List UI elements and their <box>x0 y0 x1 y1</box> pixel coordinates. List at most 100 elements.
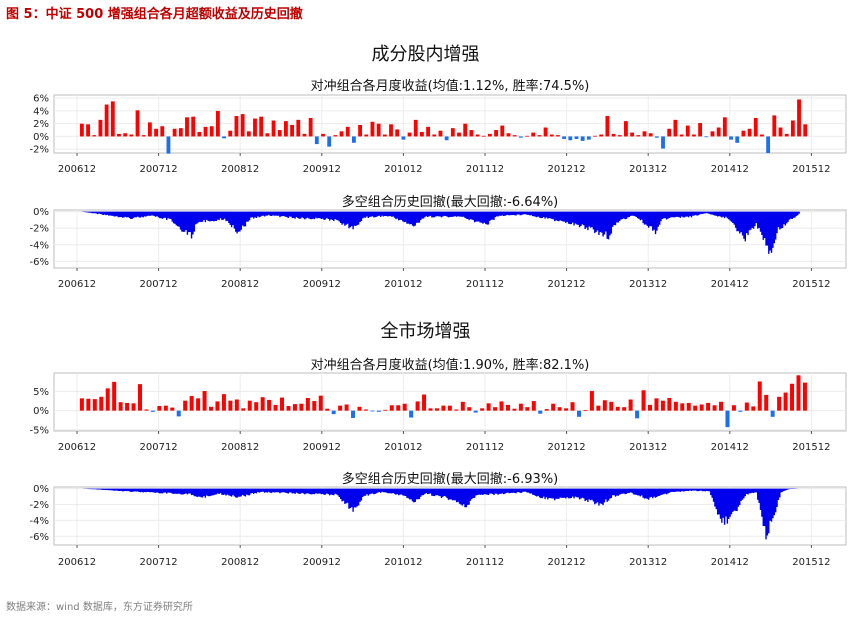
bar <box>692 134 696 137</box>
bar <box>215 110 220 137</box>
x-tick-label: 200712 <box>140 557 178 568</box>
x-tick-label: 200912 <box>303 279 341 290</box>
bar <box>512 408 517 411</box>
bar <box>751 406 756 411</box>
bar <box>312 401 317 411</box>
bar <box>382 134 387 137</box>
bar <box>135 110 140 137</box>
bar <box>426 126 431 137</box>
bar <box>673 401 678 411</box>
bar <box>667 128 672 137</box>
bar <box>772 115 777 137</box>
bar <box>292 404 297 411</box>
bar <box>641 390 646 411</box>
bar <box>271 120 276 137</box>
chart-2: 200612 200712 200812 200912 201012 201112 2012… <box>30 194 847 290</box>
x-tick-label: 200612 <box>58 279 96 290</box>
y-tick-label: 0% <box>33 132 49 143</box>
x-tick-label: 201412 <box>711 279 749 290</box>
bar <box>157 406 162 411</box>
x-tick-label: 200812 <box>221 442 259 453</box>
bar <box>602 400 607 411</box>
x-tick-label: 201312 <box>629 557 667 568</box>
y-tick-label: 0% <box>33 406 49 417</box>
bar <box>518 403 523 411</box>
bar <box>457 132 461 137</box>
bar <box>241 408 246 411</box>
bar <box>764 394 769 411</box>
x-tick-label: 201012 <box>384 279 422 290</box>
bar <box>525 135 529 137</box>
x-tick-label: 201212 <box>548 279 586 290</box>
bar <box>166 136 171 154</box>
bar <box>778 127 783 137</box>
bar <box>253 118 257 137</box>
chart-4: 200612 200712 200812 200912 201012 201112 2012… <box>30 471 847 568</box>
x-tick-label: 201212 <box>548 442 586 453</box>
bar <box>79 123 84 137</box>
bar <box>345 126 350 137</box>
bar <box>586 136 591 140</box>
bar <box>467 407 472 411</box>
bar <box>202 391 207 411</box>
chart-title: 多空组合历史回撤(最大回撤:-6.93%) <box>342 471 559 487</box>
bar <box>221 394 226 411</box>
bar <box>441 405 446 411</box>
bar <box>325 408 330 411</box>
bar <box>129 134 134 137</box>
bar <box>92 399 97 411</box>
y-tick-label: 5% <box>33 387 49 398</box>
x-tick-label: 201012 <box>384 164 422 175</box>
bar <box>305 397 310 411</box>
bar <box>376 123 381 137</box>
bar <box>538 410 543 414</box>
chart-title: 对冲组合各月度收益(均值:1.12%, 胜率:74.5%) <box>311 78 590 94</box>
bar <box>729 136 733 140</box>
bar <box>685 125 690 137</box>
bar <box>428 408 433 411</box>
bar <box>331 410 336 415</box>
bar <box>228 130 233 137</box>
bar <box>576 410 581 417</box>
x-tick-label: 201412 <box>711 442 749 453</box>
bar <box>753 117 758 137</box>
bar <box>118 402 123 411</box>
bar <box>327 136 332 147</box>
bar <box>454 409 459 411</box>
y-tick-label: -2% <box>30 145 49 156</box>
bar <box>486 403 491 411</box>
bar <box>661 136 665 149</box>
x-tick-label: 201512 <box>792 557 830 568</box>
bar <box>596 405 601 411</box>
bar <box>725 410 730 428</box>
x-tick-label: 201112 <box>466 279 504 290</box>
bar <box>339 131 344 137</box>
bar <box>215 401 220 411</box>
bar <box>299 403 304 411</box>
y-tick-label: 2% <box>33 119 49 130</box>
bar <box>178 128 183 137</box>
bar <box>283 121 288 137</box>
bar <box>731 405 736 411</box>
bar <box>144 409 149 411</box>
drawdown-area <box>81 211 800 254</box>
bar <box>123 133 128 137</box>
bar <box>351 410 356 418</box>
bar <box>438 130 443 137</box>
x-tick-label: 201012 <box>384 442 422 453</box>
bar <box>648 133 653 137</box>
bar <box>209 406 214 411</box>
bar <box>589 391 594 411</box>
bar <box>183 400 188 411</box>
bar <box>735 136 740 143</box>
x-tick-label: 200712 <box>140 279 178 290</box>
bar <box>383 409 388 411</box>
bar <box>719 401 724 411</box>
bar <box>551 403 556 411</box>
bar <box>389 405 394 411</box>
bar <box>358 124 363 137</box>
x-tick-label: 200712 <box>140 442 178 453</box>
bar <box>172 128 177 137</box>
x-tick-label: 201212 <box>548 164 586 175</box>
bar <box>321 133 325 137</box>
